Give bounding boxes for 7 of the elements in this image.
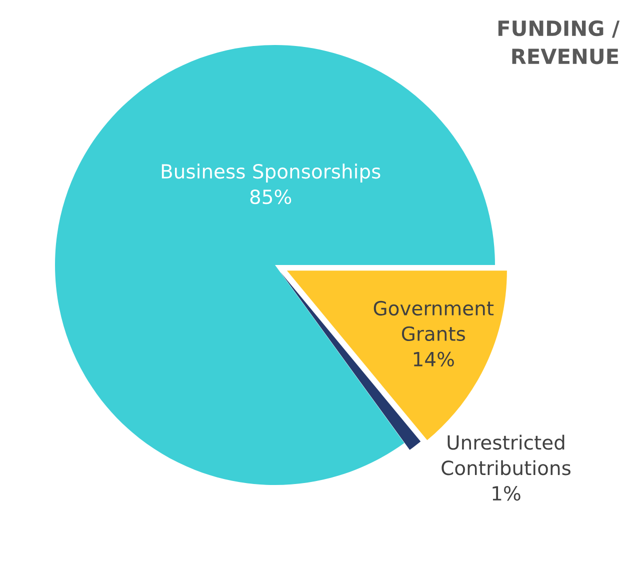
- data-label: 14%: [414, 352, 454, 367]
- slice-label: Business Sponsorships: [162, 164, 380, 182]
- data-label: 1%: [492, 486, 520, 501]
- data-label: 85%: [250, 189, 292, 204]
- slice-label: Government Grants: [374, 300, 494, 342]
- slice-label: Unrestricted Contributions: [442, 434, 570, 476]
- chart-title: FUNDING / REVENUE: [498, 20, 620, 64]
